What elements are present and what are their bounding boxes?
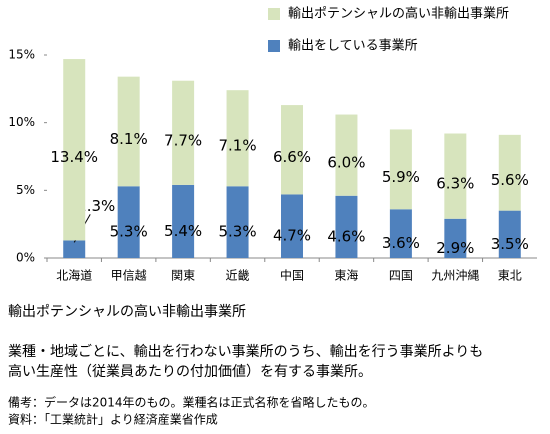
bar-segment	[335, 195, 358, 258]
value-label: 5.9%	[382, 168, 420, 186]
bar-segment	[389, 209, 412, 258]
x-tick-label: 四国	[389, 269, 413, 283]
bar-segment	[226, 186, 249, 258]
value-label: 8.1%	[110, 130, 148, 148]
value-label: 3.5%	[491, 235, 529, 253]
bar-segment	[226, 90, 249, 187]
value-label: 6.6%	[273, 148, 311, 166]
bar-segment	[498, 210, 521, 258]
value-label: 5.4%	[164, 222, 202, 240]
value-label: 4.6%	[327, 227, 365, 245]
x-tick-label: 関東	[171, 269, 195, 283]
value-label: 6.0%	[327, 154, 365, 172]
x-tick-label: 東海	[334, 268, 358, 283]
bar-segment	[117, 76, 140, 187]
bar-segment	[172, 184, 195, 258]
x-tick-label: 東北	[498, 269, 522, 283]
bar-segment	[444, 218, 467, 258]
notes-heading: 輸出ポテンシャルの高い非輸出事業所	[8, 303, 246, 320]
bar-segment	[281, 105, 303, 195]
legend-label: 輸出をしている事業所	[288, 38, 418, 54]
x-tick-label: 北海道	[56, 268, 92, 283]
bar-segment	[335, 114, 358, 196]
y-tick-label: 10%	[8, 115, 35, 129]
y-tick-label: 0%	[16, 251, 35, 265]
value-label: 13.4%	[50, 148, 98, 166]
value-label: 2.9%	[436, 239, 474, 257]
bar-segment	[63, 59, 86, 241]
x-tick-label: 近畿	[226, 269, 250, 283]
legend-swatch	[268, 40, 280, 52]
value-label: 5.6%	[491, 171, 529, 189]
remark-line: 備考：データは2014年のもの。業種名は正式名称を省略したもの。	[8, 395, 375, 410]
bar-segment	[117, 186, 140, 258]
value-label: 4.7%	[273, 227, 311, 245]
value-label: 5.3%	[110, 223, 148, 241]
bar-segment	[498, 134, 521, 211]
description-line: 業種・地域ごとに、輸出を行わない事業所のうち、輸出を行う事業所よりも	[8, 344, 483, 360]
x-tick-label: 中国	[280, 268, 304, 283]
x-tick-label: 甲信越	[111, 269, 147, 283]
x-tick-label: 九州沖縄	[431, 268, 479, 283]
value-label: 1.3%	[77, 197, 115, 215]
value-label: 7.7%	[164, 131, 202, 149]
legend-label: 輸出ポテンシャルの高い非輸出事業所	[288, 6, 509, 22]
bar-segment	[389, 129, 412, 210]
bar-segment	[172, 80, 195, 185]
bar-segment	[63, 240, 86, 258]
value-label: 7.1%	[219, 137, 257, 155]
y-tick-label: 5%	[16, 183, 35, 197]
description-line: 高い生産性（従業員あたりの付加価値）を有する事業所。	[8, 363, 372, 380]
value-label: 5.3%	[219, 223, 257, 241]
value-label: 6.3%	[436, 175, 474, 193]
bar-segment	[281, 194, 303, 258]
value-label: 3.6%	[382, 234, 420, 252]
bar-segment	[444, 133, 467, 219]
legend-swatch	[268, 8, 280, 20]
y-tick-label: 15%	[8, 48, 35, 62]
remark-line: 資料：「工業統計」より経済産業省作成	[8, 412, 218, 427]
